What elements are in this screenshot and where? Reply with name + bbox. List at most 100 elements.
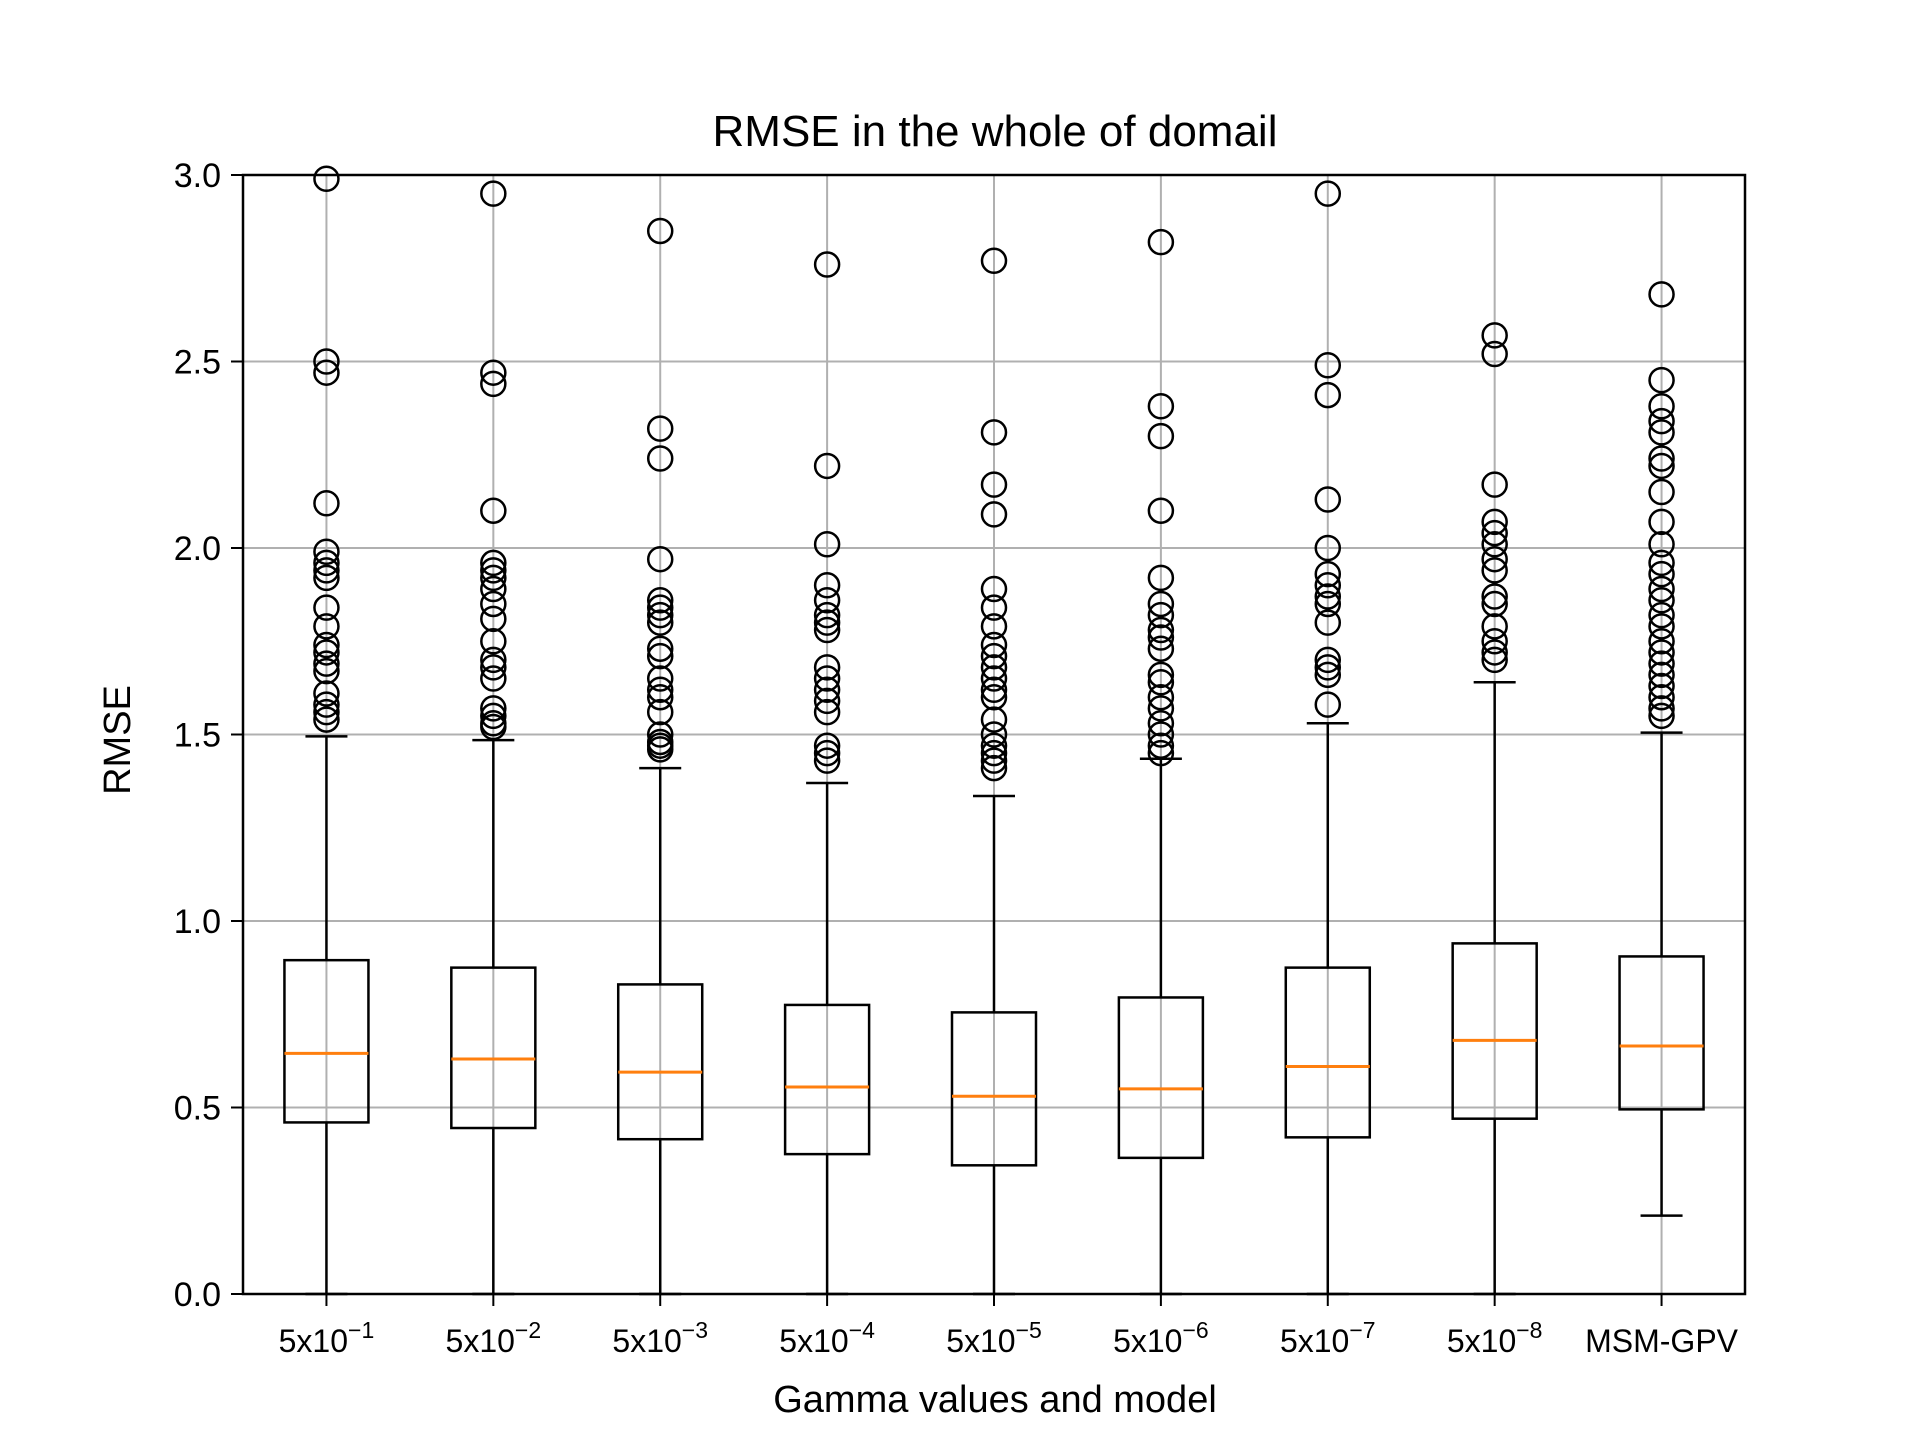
- outlier-point: [1147, 661, 1175, 689]
- outlier-point: [646, 609, 674, 636]
- outlier-point: [1314, 572, 1342, 599]
- x-tick-label: 5x10−3: [612, 1317, 708, 1359]
- outlier-point: [1314, 560, 1342, 588]
- outlier-point: [1481, 471, 1508, 498]
- outlier-point: [480, 654, 507, 681]
- outlier-point: [313, 639, 340, 666]
- x-tick-label: 5x10−5: [946, 1317, 1042, 1359]
- box-group: [950, 247, 1038, 1296]
- outlier-point: [646, 736, 674, 763]
- x-tick-label: 5x10−8: [1447, 1317, 1543, 1359]
- outlier-point: [480, 497, 507, 524]
- outlier-point: [1314, 486, 1342, 513]
- outlier-point: [480, 370, 507, 398]
- x-tick-label: 5x10−6: [1113, 1317, 1209, 1359]
- outlier-point: [1648, 366, 1675, 394]
- box-iqr: [1451, 942, 1538, 1120]
- x-tick-label: 5x10−4: [779, 1317, 875, 1359]
- outlier-point: [480, 359, 507, 386]
- outlier-point: [1648, 445, 1675, 472]
- outlier-point: [313, 165, 340, 192]
- outlier-point: [1648, 531, 1675, 558]
- outlier-point: [980, 654, 1008, 681]
- outlier-point: [1648, 628, 1675, 655]
- outlier-point: [480, 695, 507, 722]
- outlier-point: [646, 665, 674, 692]
- box-group: [450, 180, 537, 1296]
- outlier-point: [1481, 545, 1508, 573]
- y-tick-label: 3.0: [174, 157, 221, 195]
- outlier-point: [1314, 381, 1342, 409]
- outlier-point: [646, 683, 674, 711]
- outlier-point: [1314, 534, 1342, 562]
- outlier-point: [313, 564, 340, 592]
- outlier-point: [313, 613, 340, 640]
- outlier-point: [646, 698, 674, 726]
- outlier-point: [646, 445, 674, 472]
- outlier-point: [1147, 739, 1175, 767]
- outlier-point: [980, 247, 1008, 275]
- outlier-point: [1648, 586, 1675, 614]
- outlier-point: [313, 650, 340, 677]
- outlier-point: [480, 628, 507, 655]
- outlier-point: [1481, 322, 1508, 349]
- outlier-point: [313, 538, 340, 565]
- box-group: [283, 165, 370, 1296]
- outlier-point: [1648, 702, 1675, 730]
- outlier-point: [480, 713, 507, 741]
- box-group: [1618, 281, 1705, 1217]
- box-iqr: [950, 1011, 1038, 1167]
- outlier-point: [313, 691, 340, 718]
- outlier-point: [1648, 695, 1675, 722]
- outlier-point: [480, 180, 507, 207]
- outlier-point: [980, 419, 1008, 446]
- outlier-point: [646, 217, 674, 245]
- outlier-point: [480, 605, 507, 633]
- outlier-point: [1481, 508, 1508, 536]
- outlier-point: [646, 635, 674, 662]
- outlier-point: [1147, 732, 1175, 759]
- y-tick-label: 2.5: [174, 344, 221, 382]
- outlier-point: [980, 721, 1008, 748]
- box-group: [616, 217, 704, 1296]
- outlier-point: [813, 739, 841, 767]
- outlier-point: [980, 501, 1008, 528]
- box-iqr: [783, 1003, 871, 1156]
- outlier-point: [980, 613, 1008, 640]
- outlier-point: [1147, 710, 1175, 737]
- outlier-point: [813, 698, 841, 726]
- outlier-point: [480, 557, 507, 584]
- outlier-point: [1314, 646, 1342, 674]
- outlier-point: [646, 676, 674, 703]
- y-tick-label: 0.5: [174, 1090, 221, 1128]
- outlier-point: [646, 415, 674, 442]
- outlier-point: [480, 575, 507, 603]
- outlier-point: [480, 564, 507, 592]
- outlier-point: [646, 545, 674, 573]
- outlier-point: [813, 747, 841, 774]
- outlier-point: [1314, 691, 1342, 718]
- outlier-point: [1648, 281, 1675, 308]
- outlier-point: [480, 646, 507, 674]
- outlier-point: [1648, 393, 1675, 420]
- outlier-point: [1147, 635, 1175, 662]
- box-iqr: [1284, 966, 1372, 1139]
- outlier-point: [1314, 654, 1342, 681]
- outlier-point: [1314, 609, 1342, 636]
- outlier-point: [1314, 661, 1342, 689]
- outlier-point: [646, 601, 674, 629]
- outlier-point: [1648, 672, 1675, 700]
- outlier-point: [813, 676, 841, 703]
- outlier-point: [313, 549, 340, 577]
- x-tick-label: 5x10−7: [1280, 1317, 1376, 1359]
- outlier-point: [1481, 531, 1508, 558]
- outlier-point: [1481, 340, 1508, 368]
- outlier-point: [813, 732, 841, 759]
- outlier-point: [1147, 497, 1175, 524]
- outlier-point: [1147, 669, 1175, 696]
- outlier-point: [313, 348, 340, 375]
- box-iqr: [1618, 955, 1705, 1111]
- outlier-point: [313, 594, 340, 621]
- outlier-point: [1648, 549, 1675, 577]
